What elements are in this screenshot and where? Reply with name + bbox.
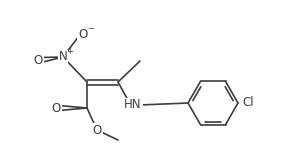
Text: N: N	[59, 51, 67, 63]
Text: +: +	[66, 46, 73, 56]
Text: HN: HN	[124, 98, 142, 111]
Text: O: O	[33, 54, 43, 67]
Text: O: O	[51, 101, 60, 114]
Text: O: O	[78, 29, 88, 41]
Text: −: −	[88, 24, 94, 33]
Text: O: O	[92, 124, 102, 136]
Text: Cl: Cl	[242, 97, 254, 109]
